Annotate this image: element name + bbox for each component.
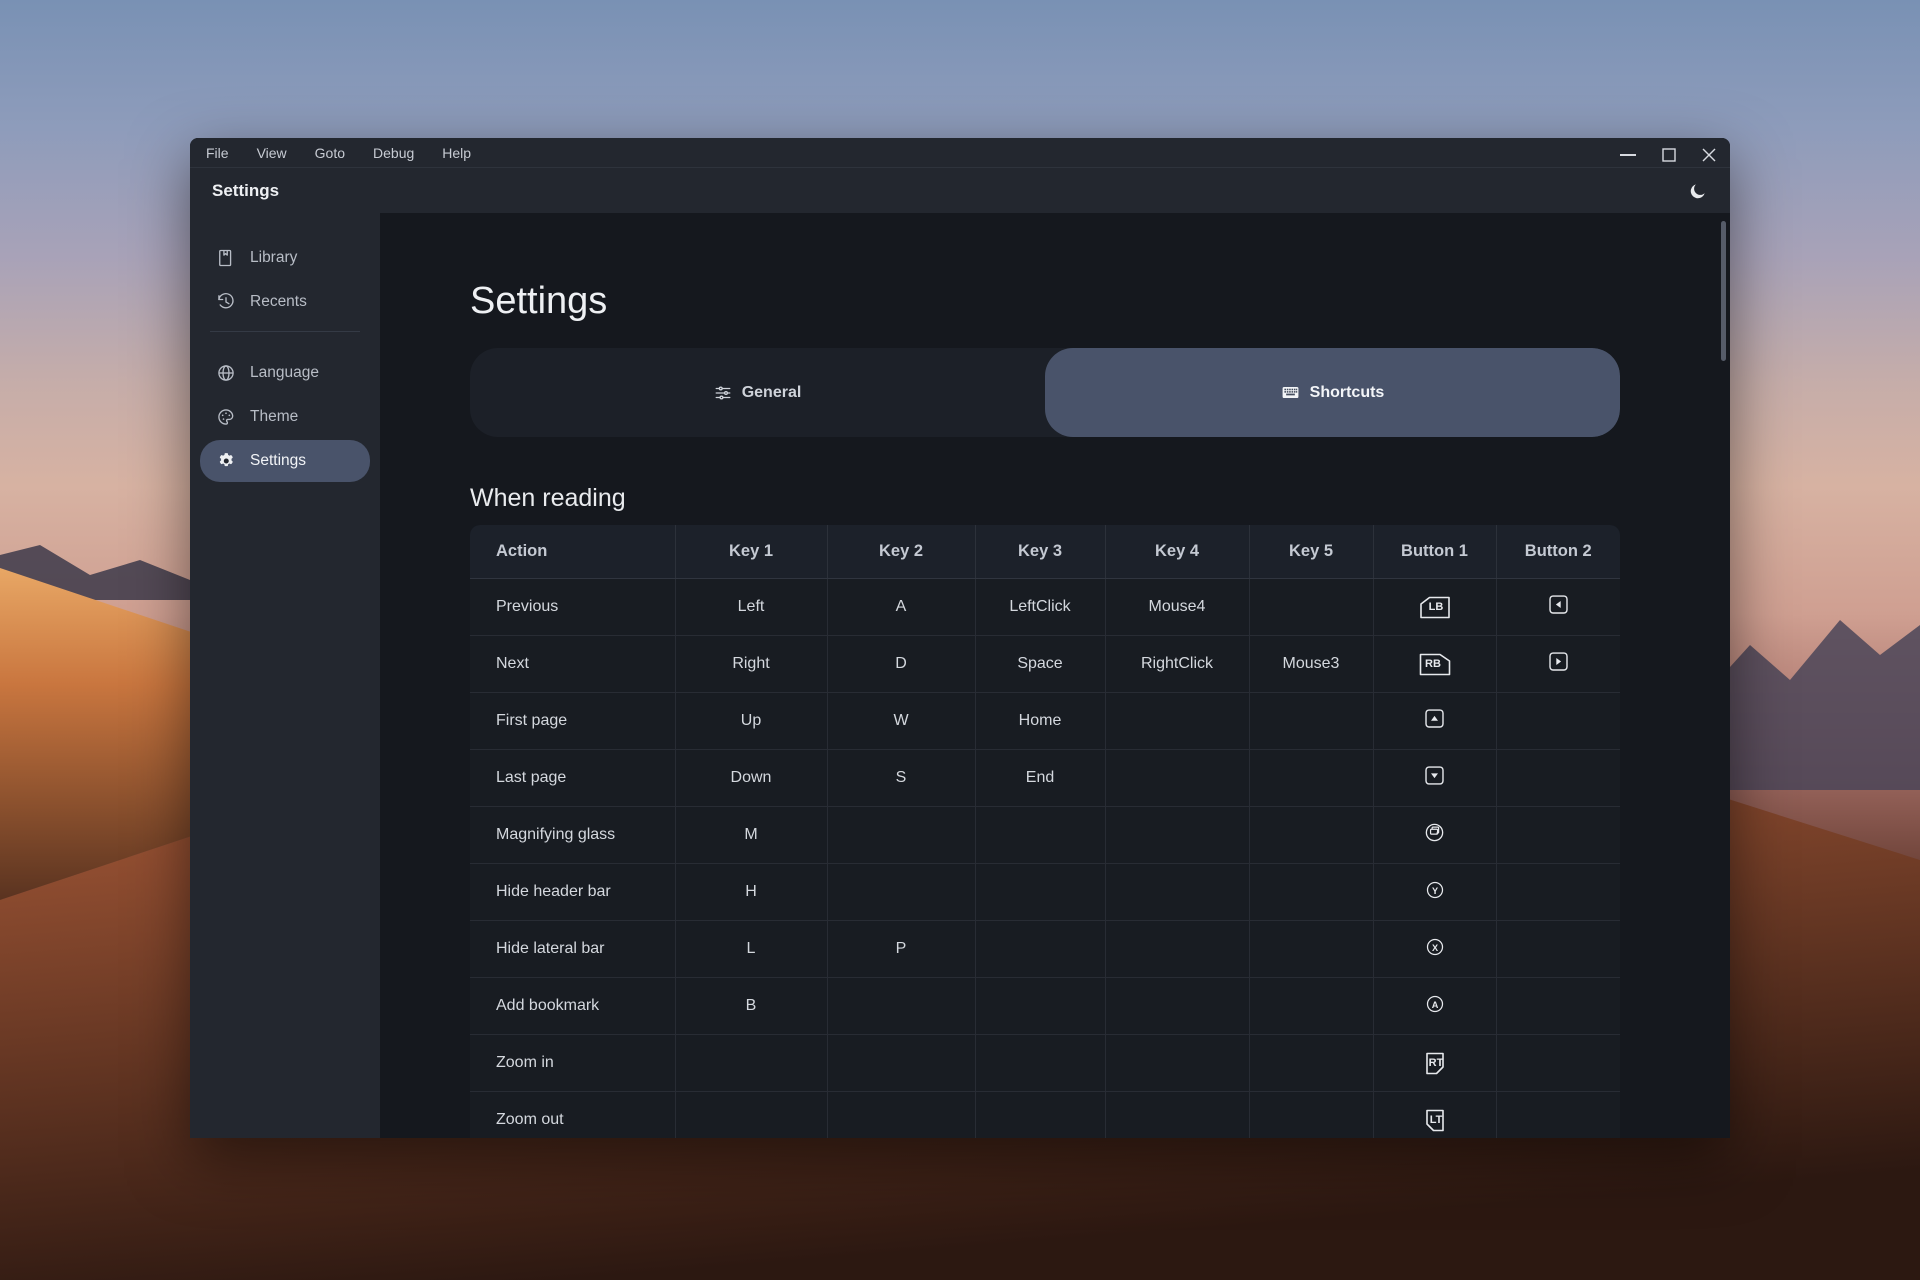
svg-text:A: A: [1431, 999, 1438, 1009]
svg-text:X: X: [1431, 942, 1438, 952]
svg-text:Y: Y: [1431, 885, 1437, 895]
